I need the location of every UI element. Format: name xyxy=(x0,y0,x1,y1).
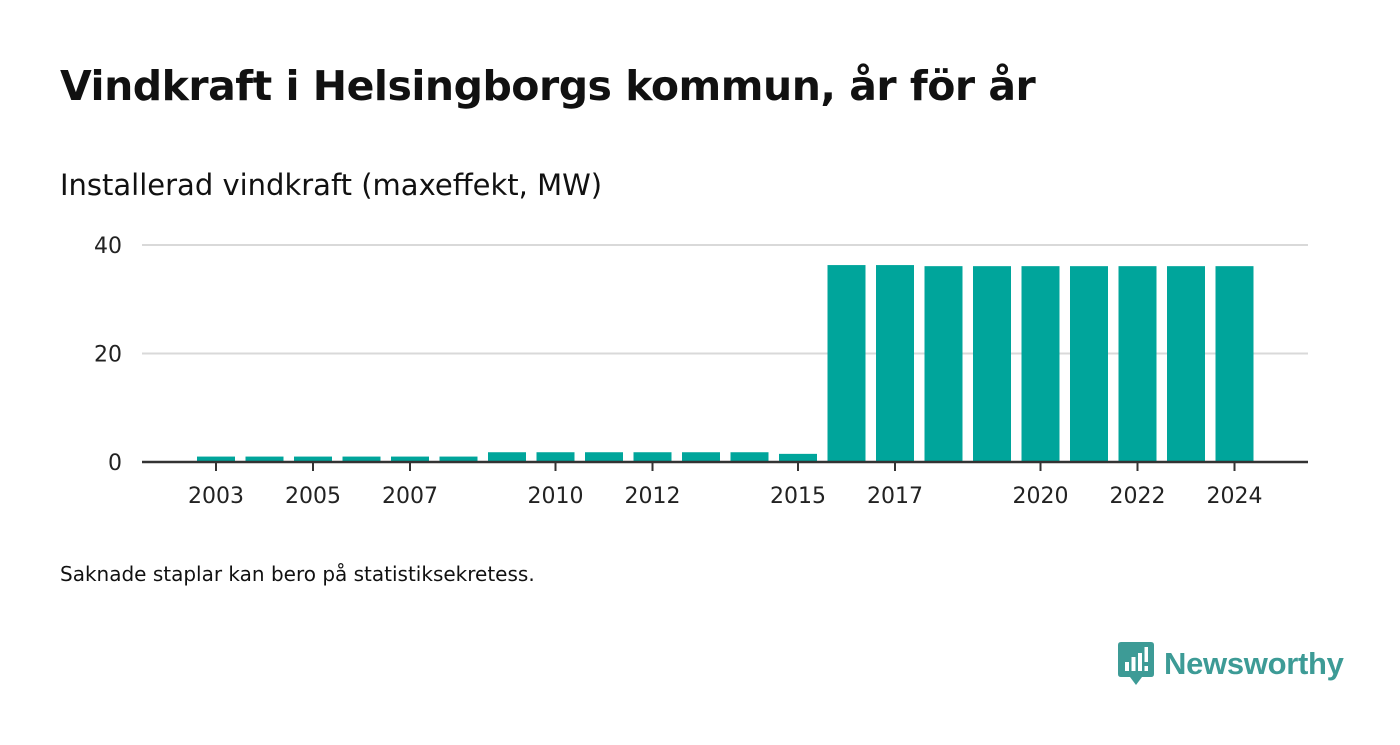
bar-2017 xyxy=(876,265,914,462)
x-tick-label: 2015 xyxy=(770,484,826,509)
grid-lines xyxy=(142,244,1308,355)
bar-2021 xyxy=(1070,266,1108,462)
y-tick-label: 20 xyxy=(94,343,122,368)
bar-2005 xyxy=(294,456,332,462)
x-tick-label: 2020 xyxy=(1013,484,1069,509)
x-axis-ticks: 2003 2005 2007 2010 2012 2015 2017 2020 2022 2024 xyxy=(188,462,1263,509)
page-title: Vindkraft i Helsingborgs kommun, år för … xyxy=(60,62,1036,110)
y-tick-label: 0 xyxy=(108,451,122,476)
x-tick-label: 2022 xyxy=(1110,484,1166,509)
bar-2007 xyxy=(391,456,429,462)
bar-2015 xyxy=(779,453,817,462)
y-axis-labels: 0 20 40 xyxy=(94,234,122,476)
x-tick-label: 2005 xyxy=(285,484,341,509)
bar-2011 xyxy=(585,452,623,462)
y-tick-label: 40 xyxy=(94,234,122,259)
bar-2018 xyxy=(924,266,963,462)
bar-2008 xyxy=(439,456,478,462)
bar-2010 xyxy=(536,452,575,462)
bar-2012 xyxy=(633,452,672,462)
bar-2019 xyxy=(973,266,1011,462)
x-tick-label: 2010 xyxy=(528,484,584,509)
newsworthy-logo[interactable]: Newsworthy xyxy=(1118,642,1344,686)
bar-2013 xyxy=(682,452,720,462)
bar-2022 xyxy=(1118,266,1157,462)
bar-2006 xyxy=(342,456,381,462)
bar-2014 xyxy=(730,452,769,462)
chart-subtitle: Installerad vindkraft (maxeffekt, MW) xyxy=(60,168,603,202)
bar-2004 xyxy=(245,456,284,462)
bar-2024 xyxy=(1215,266,1254,462)
brand-name: Newsworthy xyxy=(1164,646,1344,681)
bar-2016 xyxy=(827,265,866,462)
newsworthy-logo-icon xyxy=(1118,642,1154,685)
x-tick-label: 2007 xyxy=(382,484,438,509)
bar-2020 xyxy=(1021,266,1060,462)
x-tick-label: 2017 xyxy=(867,484,923,509)
x-tick-label: 2024 xyxy=(1207,484,1263,509)
bar-2009 xyxy=(488,452,526,462)
footnote: Saknade staplar kan bero på statistiksek… xyxy=(60,562,535,586)
bar-2003 xyxy=(197,456,235,462)
x-tick-label: 2003 xyxy=(188,484,244,509)
x-tick-label: 2012 xyxy=(625,484,681,509)
bar-2023 xyxy=(1167,266,1205,462)
bars xyxy=(197,265,1254,462)
